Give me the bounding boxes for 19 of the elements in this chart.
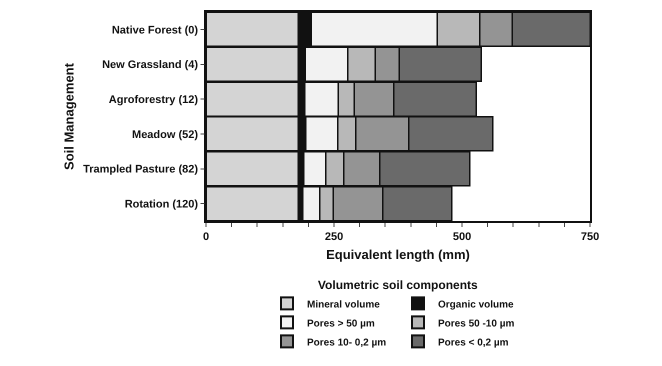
legend-title: Volumetric soil components [318, 278, 478, 292]
legend-label: Pores 10- 0,2 µm [307, 337, 386, 348]
y-tick-label: New Grassland (4) [102, 59, 198, 72]
legend-label: Pores < 0,2 µm [438, 337, 509, 348]
legend-label: Pores 50 -10 µm [438, 318, 514, 330]
x-axis-title: Equivalent length (mm) [326, 247, 470, 262]
y-tick-label: Meadow (52) [132, 128, 198, 141]
legend-label: Mineral volume [307, 299, 380, 310]
x-tick-label: 250 [324, 230, 344, 243]
y-tick-label: Trampled Pasture (82) [83, 164, 198, 176]
x-tick-label: 750 [580, 230, 600, 243]
y-tick-label: Rotation (120) [124, 198, 198, 210]
x-tick-label: 0 [202, 230, 210, 243]
legend-label: Organic volume [438, 299, 514, 310]
y-tick-label: Agroforestry (12) [108, 94, 198, 106]
y-axis-title: Soil Management [62, 62, 77, 170]
y-tick-label: Native Forest (0) [112, 24, 198, 36]
x-tick-label: 500 [452, 230, 472, 243]
legend-label: Pores > 50 µm [307, 318, 375, 330]
